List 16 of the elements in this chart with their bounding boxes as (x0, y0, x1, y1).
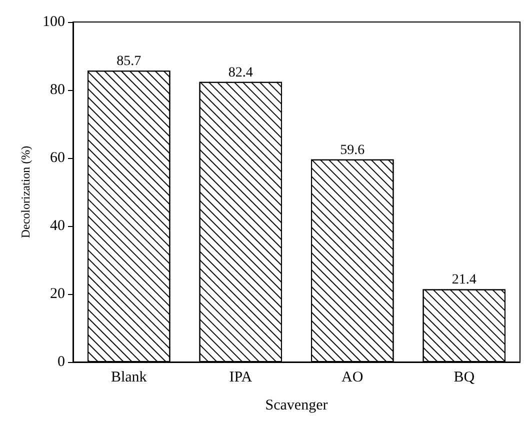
data-label: 85.7 (116, 54, 142, 70)
y-tick-label: 100 (42, 14, 65, 30)
y-tick-label: 80 (50, 82, 65, 98)
y-tick-label: 0 (58, 354, 65, 370)
y-tick-label: 20 (50, 286, 65, 302)
x-tick-label: BQ (454, 370, 475, 386)
data-label: 82.4 (228, 65, 253, 80)
data-label: 59.6 (340, 142, 365, 158)
x-axis-title: Scavenger (265, 398, 328, 414)
x-tick-label: Blank (110, 370, 148, 386)
x-tick-label: IPA (229, 370, 252, 386)
y-axis-title: Decolorization (%) (18, 146, 33, 238)
x-tick-label: AO (342, 370, 364, 386)
y-tick-label: 60 (50, 150, 65, 166)
y-tick-label: 40 (50, 218, 65, 234)
data-label: 21.4 (452, 272, 476, 288)
